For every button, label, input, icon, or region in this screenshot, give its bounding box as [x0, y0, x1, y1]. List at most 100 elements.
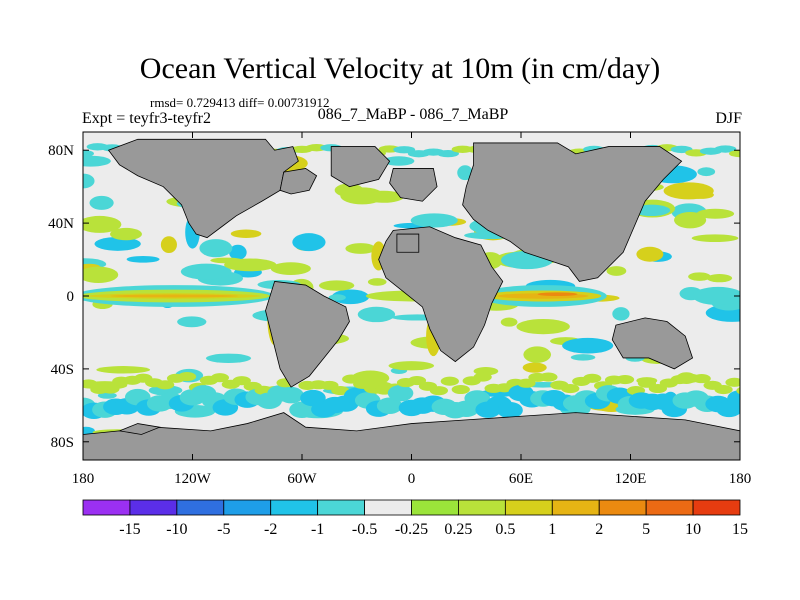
field-patch	[318, 280, 355, 291]
field-patch	[97, 392, 117, 399]
field-patch	[457, 165, 473, 181]
map-axes: 180 120W 60W 0 60E 120E 180 80N 40N 0 40S 80S	[48, 132, 751, 487]
land-north-atlantic-block	[330, 146, 391, 188]
southern-ocean-patch	[692, 374, 711, 384]
colorbar-label: -0.25	[395, 521, 428, 538]
southern-ocean-patch	[583, 373, 602, 383]
colorbar-swatch	[411, 499, 459, 516]
southern-ocean-patch	[407, 375, 427, 386]
colorbar-swatch	[598, 499, 647, 516]
y-tick-label: 40S	[51, 362, 74, 378]
field-patch	[688, 190, 714, 199]
southern-ocean-patch	[539, 372, 558, 382]
field-patch	[331, 289, 370, 305]
x-tick-label: 120W	[174, 471, 212, 487]
field-patch	[270, 262, 311, 275]
colorbar-label: -5	[217, 521, 230, 538]
field-patch	[126, 255, 160, 263]
field-patch	[180, 263, 232, 280]
southern-ocean-patch	[387, 384, 414, 402]
southern-ocean-patch	[440, 376, 459, 386]
land-africa	[378, 226, 504, 363]
southern-ocean-patch	[497, 402, 523, 419]
southern-ocean-patch	[278, 386, 304, 404]
arctic-patch	[393, 146, 416, 154]
field-patch	[696, 208, 735, 219]
y-tick-label: 80S	[51, 435, 74, 451]
colorbar-swatch	[129, 499, 178, 516]
southern-ocean-patch	[727, 390, 740, 407]
field-patch	[210, 257, 243, 264]
colorbar-label: -2	[264, 521, 277, 538]
field-patch	[89, 195, 114, 210]
field-patch	[83, 155, 111, 167]
colorbar-label: 2	[595, 521, 603, 538]
southern-ocean-patch	[101, 384, 120, 394]
southern-ocean-patch	[725, 377, 740, 387]
land-antarctica	[83, 412, 740, 460]
land-antarctic-island	[118, 423, 162, 435]
field-patch	[388, 361, 435, 371]
southern-ocean-patch	[177, 372, 197, 382]
field-patch	[562, 337, 614, 354]
land-australia	[611, 317, 694, 370]
southern-ocean-patch	[714, 385, 733, 395]
season-label: DJF	[715, 110, 742, 127]
field-patch	[160, 236, 177, 254]
land-north-america	[107, 138, 299, 239]
colorbar-swatch	[176, 499, 225, 516]
field-patch	[205, 353, 252, 363]
field-patch	[688, 272, 711, 281]
land-asia	[462, 142, 683, 282]
field-patch	[83, 426, 95, 436]
arctic-patch	[729, 149, 740, 158]
colorbar-label: 10	[685, 521, 701, 538]
eq-indian-max	[537, 292, 578, 296]
field-patch	[230, 229, 262, 239]
colorbar-label: 0.5	[495, 521, 515, 538]
southern-ocean-patch	[232, 376, 251, 386]
land-masses	[83, 138, 740, 460]
colorbar-swatch	[364, 499, 412, 516]
field-patch	[328, 294, 346, 301]
colorbar-label: 0.25	[444, 521, 472, 538]
x-tick-label: 60W	[287, 471, 317, 487]
colorbar-swatch	[317, 499, 365, 516]
colorbar: -15 -10 -5 -2 -1 -0.5 -0.25 0.25 0.5 1 2 5 10 15	[82, 499, 748, 538]
arctic-patch	[83, 149, 94, 158]
rmsd-diff-label: rmsd= 0.729413 diff= 0.00731912	[150, 95, 330, 110]
colorbar-label: 15	[732, 521, 748, 538]
field-patch	[706, 274, 733, 283]
colorbar-swatch	[270, 499, 319, 516]
land-south-america	[265, 280, 350, 388]
field-patch	[94, 236, 141, 251]
y-tick-label: 40N	[48, 216, 74, 232]
southern-ocean-patch	[615, 374, 635, 385]
eq-pacific-max	[110, 294, 239, 298]
map-area	[83, 132, 740, 460]
southern-ocean-patch	[156, 380, 175, 390]
arctic-patch	[437, 149, 459, 158]
colorbar-label: -15	[119, 521, 140, 538]
southern-ocean-patch	[376, 397, 403, 414]
land-small-block	[396, 233, 420, 253]
colorbar-label: -0.5	[352, 521, 377, 538]
field-patch	[357, 306, 396, 323]
field-patch	[383, 156, 415, 166]
field-patch	[229, 244, 247, 261]
field-patch	[367, 278, 387, 286]
colorbar-swatch	[223, 499, 272, 516]
field-patch	[516, 318, 570, 335]
colorbar-swatch	[645, 499, 694, 516]
colorbar-label: -1	[311, 521, 324, 538]
southern-ocean-patch	[210, 373, 229, 383]
x-tick-label: 0	[408, 471, 416, 487]
colorbar-label: 1	[548, 521, 556, 538]
field-patch	[697, 167, 716, 177]
arctic-patch	[714, 145, 737, 153]
land-europe-west	[389, 168, 438, 202]
field-patch	[636, 246, 664, 262]
southern-ocean-patch	[429, 386, 448, 396]
field-patch	[522, 362, 547, 373]
